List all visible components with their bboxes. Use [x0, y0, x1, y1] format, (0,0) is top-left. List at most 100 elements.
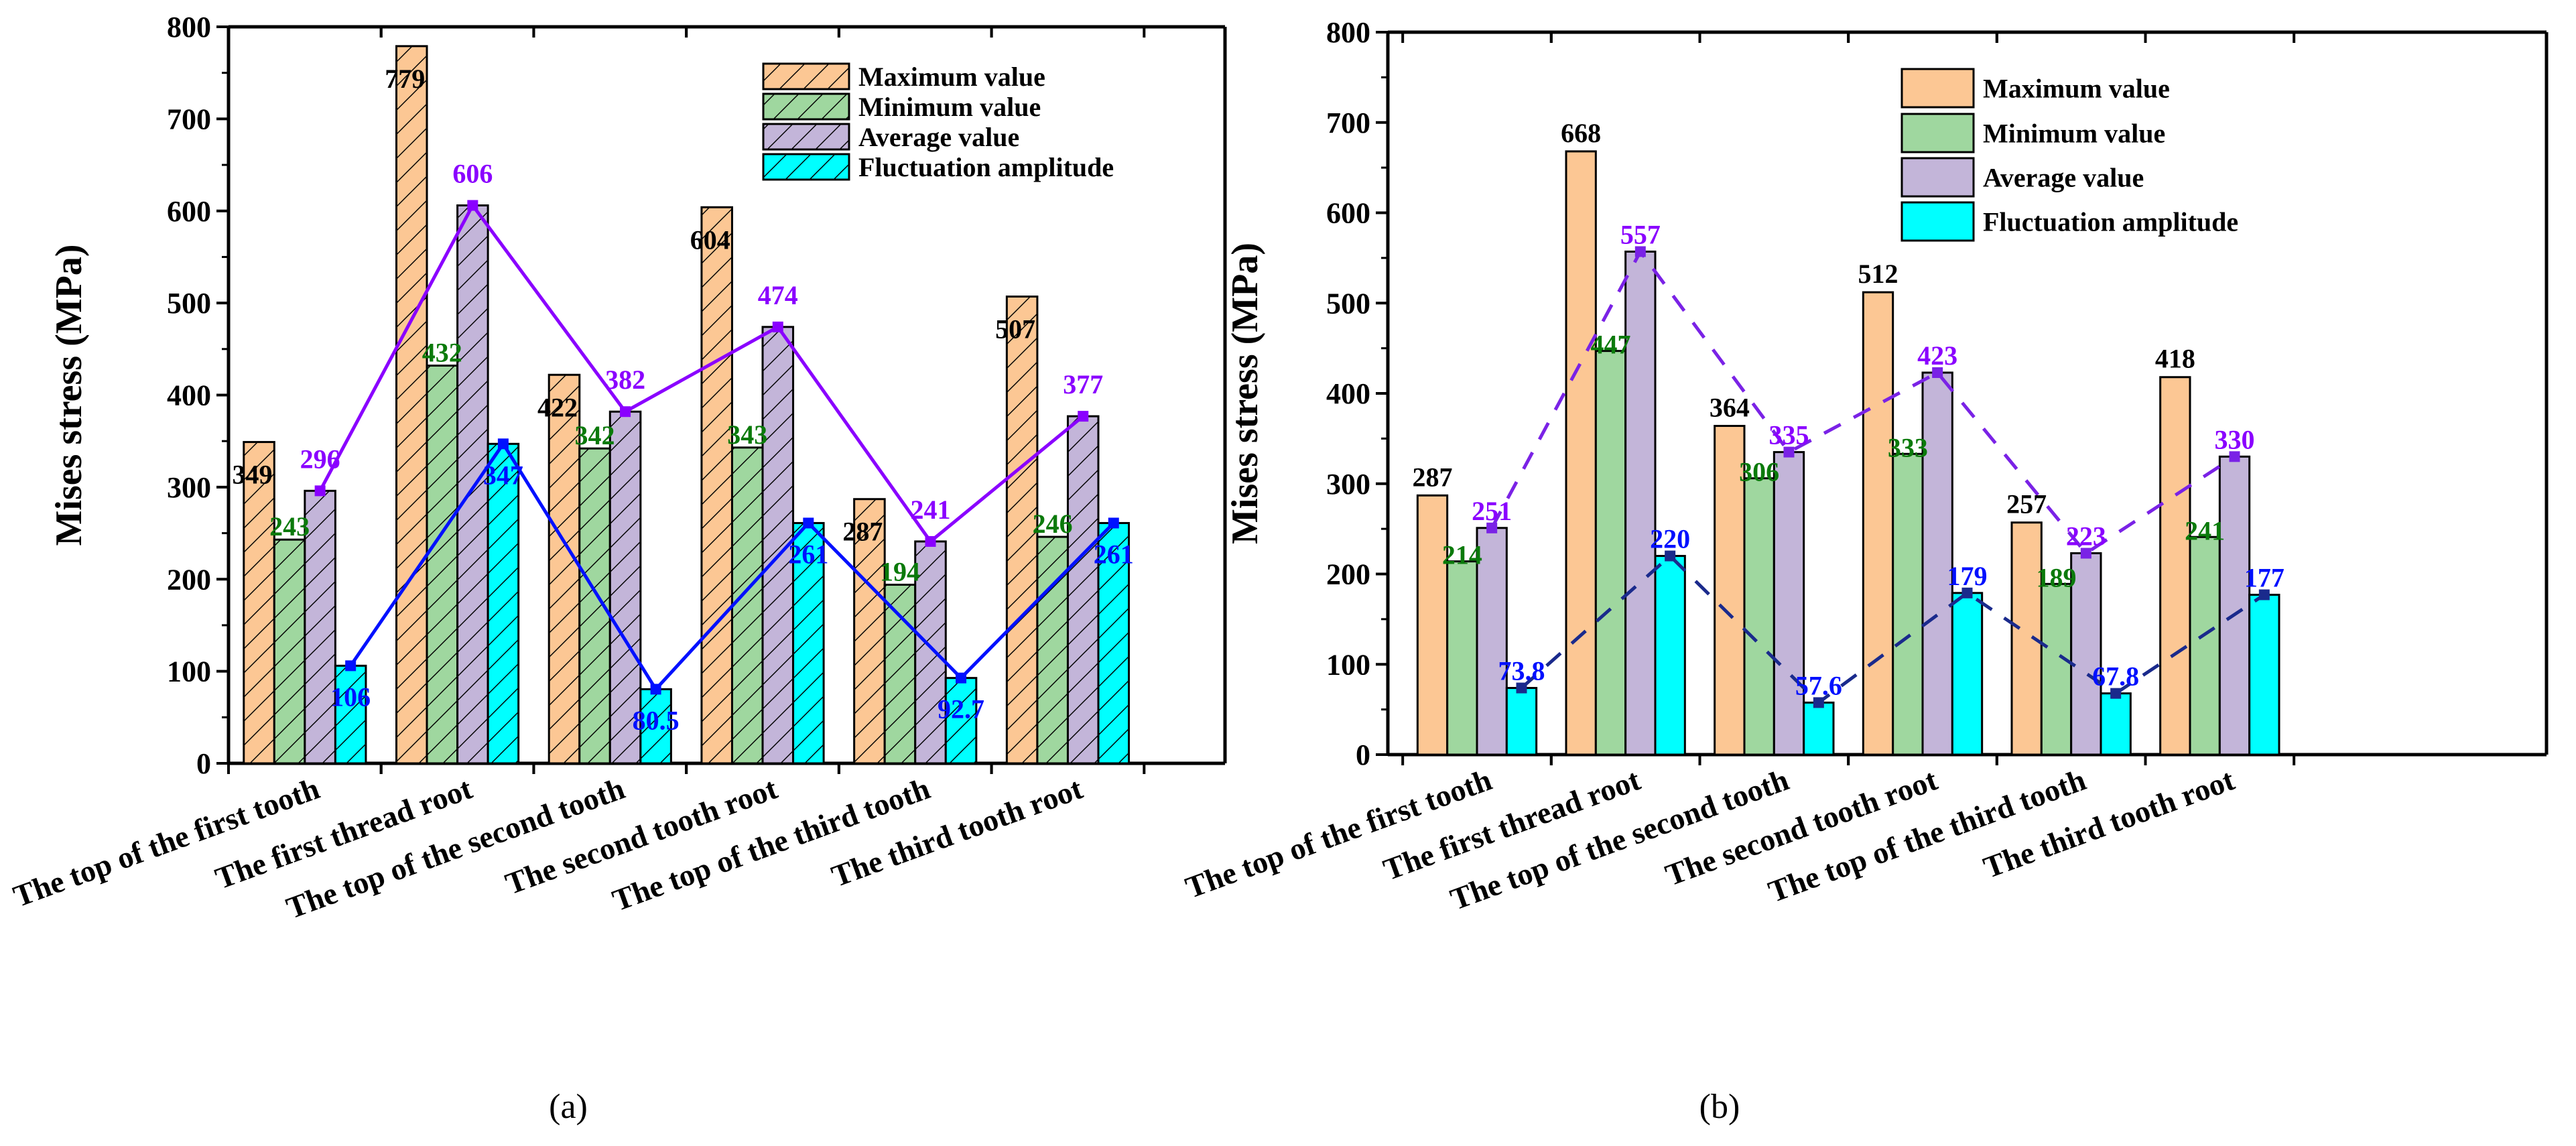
marker-fluct: [956, 672, 967, 684]
data-label-max: 668: [1561, 118, 1601, 148]
bar-max: [243, 441, 275, 765]
data-label-avg: 382: [605, 365, 645, 395]
y-tick-label: 300: [1326, 468, 1370, 501]
y-tick-label: 0: [1356, 739, 1370, 771]
data-label-min: 194: [880, 556, 920, 586]
y-tick-label: 500: [1326, 287, 1370, 320]
series-line-avg: [1490, 248, 2236, 556]
data-label-fluct: 220: [1650, 524, 1690, 554]
bar-fluct: [1654, 555, 1686, 756]
marker-avg: [1078, 411, 1089, 422]
bar-min: [730, 446, 764, 765]
data-label-avg: 377: [1063, 369, 1103, 399]
bar-min: [1594, 350, 1627, 756]
data-label-fluct: 106: [330, 682, 371, 712]
marker-fluct: [803, 517, 814, 529]
bar-max: [1714, 425, 1746, 756]
y-tick-label: 800: [167, 11, 211, 44]
marker-avg: [772, 321, 783, 332]
bar-max: [2159, 376, 2191, 756]
bar-fluct: [1803, 701, 1835, 756]
legend-swatch-max: [762, 62, 850, 90]
data-label-fluct: 80.5: [633, 705, 680, 735]
y-tick-label: 0: [196, 747, 211, 780]
bar-max: [853, 498, 886, 765]
data-label-max: 418: [2155, 344, 2195, 374]
chart-b: 0 100 200 300 400 500 600 700 800 Mises stress (M…: [1181, 16, 2549, 1126]
legend-label: Average value: [1983, 163, 2144, 193]
marker-avg: [1783, 446, 1795, 458]
data-label-max: 422: [537, 392, 578, 422]
data-label-min: 333: [1888, 432, 1928, 462]
data-label-max: 604: [690, 225, 730, 255]
data-label-max: 779: [385, 64, 425, 94]
panel-label: (b): [1699, 1088, 1740, 1126]
marker-fluct: [2258, 589, 2270, 600]
series-line-fluct: [349, 440, 1115, 692]
data-label-avg: 241: [911, 495, 951, 525]
legend-label: Minimum value: [858, 92, 1041, 122]
y-tick-label: 100: [1326, 648, 1370, 681]
data-label-max: 287: [842, 517, 883, 547]
legend-swatch-min: [1901, 113, 1975, 153]
bar-avg: [304, 489, 336, 765]
chart-a: 0 100 200 300 400 500 600 700 800 Mises stress (M…: [9, 11, 1227, 1126]
data-label-min: 306: [1739, 457, 1779, 487]
bar-min: [1892, 452, 1924, 756]
y-tick-label: 700: [1326, 107, 1370, 139]
data-label-avg: 474: [758, 280, 798, 310]
data-label-avg: 330: [2215, 424, 2255, 454]
y-tick-label: 700: [167, 103, 211, 135]
legend-label: Maximum value: [858, 62, 1045, 92]
data-label-min: 342: [575, 420, 615, 450]
bar-avg: [1624, 250, 1657, 756]
y-axis-title: Mises stress (MPa): [1224, 243, 1266, 544]
legend-swatch-fluct: [1901, 201, 1975, 242]
bar-min: [883, 583, 917, 765]
bar-min: [426, 365, 459, 765]
bar-fluct: [1505, 687, 1538, 756]
marker-avg: [1634, 246, 1646, 257]
data-label-min: 447: [1591, 330, 1631, 360]
bar-min: [1036, 535, 1069, 765]
legend-swatch-max: [1901, 68, 1975, 109]
y-tick-label: 200: [167, 563, 211, 596]
x-tick-label: The third tooth root: [827, 771, 1087, 893]
data-label-min: 189: [2037, 562, 2077, 592]
y-tick-label: 200: [1326, 558, 1370, 591]
bar-max: [548, 373, 581, 765]
bar-min: [1446, 560, 1478, 756]
panel-label: (a): [549, 1088, 588, 1126]
data-label-avg: 296: [300, 444, 340, 474]
data-label-avg: 335: [1769, 420, 1809, 450]
data-label-min: 243: [269, 511, 310, 542]
legend-label: Fluctuation amplitude: [1983, 207, 2238, 237]
bar-avg: [1066, 415, 1100, 765]
data-label-fluct: 347: [483, 460, 523, 490]
data-label-avg: 557: [1620, 219, 1661, 249]
bar-fluct: [334, 664, 367, 765]
y-tick-label: 800: [1326, 16, 1370, 49]
y-tick-label: 300: [167, 471, 211, 504]
legend-swatch-avg: [1901, 157, 1975, 198]
bar-min: [273, 538, 306, 765]
data-label-max: 257: [2006, 489, 2047, 519]
data-label-max: 349: [233, 460, 273, 490]
marker-fluct: [1108, 517, 1119, 529]
data-label-fluct: 261: [1094, 539, 1134, 569]
legend-label: Minimum value: [1983, 119, 2165, 149]
marker-avg: [2080, 548, 2091, 559]
bar-avg: [456, 204, 489, 765]
data-label-fluct: 177: [2244, 562, 2284, 592]
legend-label: Fluctuation amplitude: [858, 152, 1114, 182]
bar-fluct: [1951, 592, 1984, 756]
marker-avg: [620, 406, 631, 418]
data-label-avg: 251: [1472, 496, 1512, 526]
marker-avg: [925, 535, 936, 547]
legend-label: Average value: [858, 122, 1019, 152]
bar-max: [1416, 494, 1449, 756]
bar-fluct: [2100, 692, 2132, 756]
y-tick-label: 500: [167, 287, 211, 320]
data-label-fluct: 261: [788, 539, 828, 569]
